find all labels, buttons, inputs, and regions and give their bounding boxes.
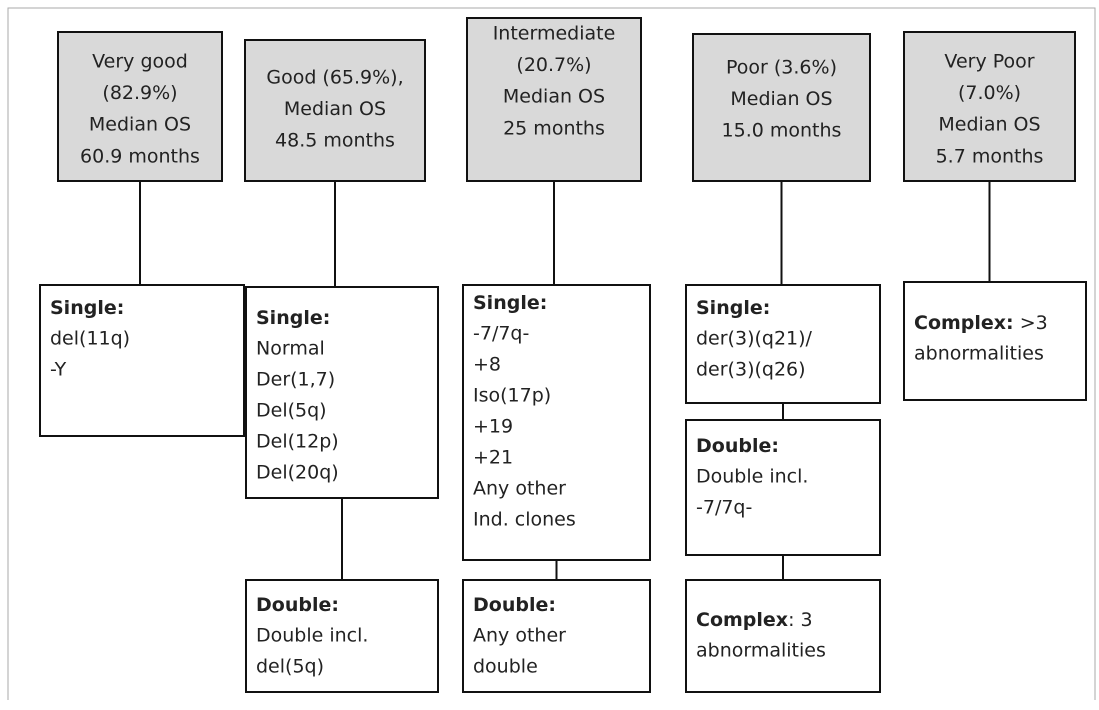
header-box <box>466 17 642 182</box>
label: Single: <box>473 292 547 314</box>
label: Double: <box>696 435 779 457</box>
header-text: Poor (3.6%) <box>726 57 837 79</box>
label: Double: <box>256 594 339 616</box>
box-item: +21 <box>473 447 513 469</box>
header-text: Median OS <box>89 114 191 136</box>
box-item: Any other <box>473 478 566 500</box>
header-text: 25 months <box>503 117 605 139</box>
box-item: abnormalities <box>696 640 826 662</box>
category-box <box>685 419 881 556</box>
category-box <box>39 284 245 437</box>
header-text: 48.5 months <box>275 130 395 152</box>
box-label: Double: <box>696 435 779 457</box>
header-text: Median OS <box>730 88 832 110</box>
box-item: Normal <box>256 338 325 360</box>
label: Single: <box>696 297 770 319</box>
label: Single: <box>256 307 330 329</box>
box-label: Double: <box>473 594 556 616</box>
category-box <box>685 284 881 404</box>
header-text: Very good <box>92 51 188 73</box>
label-inline: >3 <box>1014 312 1048 334</box>
header-text: 60.9 months <box>80 145 200 167</box>
header-text: Very Poor <box>944 51 1034 73</box>
box-item: -Y <box>50 359 67 381</box>
box-item: der(3)(q21)/ <box>696 328 813 350</box>
header-box <box>244 39 426 182</box>
box-item: -7/7q- <box>696 497 752 519</box>
label: Single: <box>50 297 124 319</box>
box-item: Double incl. <box>256 625 368 647</box>
header-text: (82.9%) <box>102 82 177 104</box>
category-box <box>685 579 881 693</box>
box-item: der(3)(q26) <box>696 359 806 381</box>
category-box <box>245 579 439 693</box>
category-box <box>245 286 439 499</box>
box-item: del(5q) <box>256 656 324 678</box>
label: Double: <box>473 594 556 616</box>
box-item: del(11q) <box>50 328 130 350</box>
box-label: Single: <box>696 297 770 319</box>
box-item: abnormalities <box>914 343 1044 365</box>
category-box <box>903 281 1087 401</box>
header-text: Median OS <box>938 114 1040 136</box>
category-box <box>462 579 651 693</box>
box-item: Del(5q) <box>256 400 327 422</box>
frame <box>7 7 1096 700</box>
box-item: Double incl. <box>696 466 808 488</box>
box-label: Single: <box>473 292 547 314</box>
header-text: 5.7 months <box>936 145 1044 167</box>
box-item: Del(12p) <box>256 431 339 453</box>
header-text: (7.0%) <box>958 82 1021 104</box>
box-label: Complex: 3 <box>696 609 813 631</box>
box-item: Any other <box>473 625 566 647</box>
box-item: +8 <box>473 354 501 376</box>
label-inline: : 3 <box>788 609 813 631</box>
box-label: Single: <box>50 297 124 319</box>
header-box <box>903 31 1076 182</box>
header-text: Median OS <box>284 98 386 120</box>
category-box <box>462 284 651 561</box>
header-text: Median OS <box>503 86 605 108</box>
header-text: Good (65.9%), <box>266 67 403 89</box>
box-item: double <box>473 656 538 678</box>
header-text: (20.7%) <box>516 54 591 76</box>
box-item: Del(20q) <box>256 462 339 484</box>
box-item: -7/7q- <box>473 323 529 345</box>
label: Complex <box>696 609 788 631</box>
box-label: Single: <box>256 307 330 329</box>
header-text: 15.0 months <box>722 120 842 142</box>
box-label: Complex: >3 <box>914 312 1048 334</box>
box-item: Iso(17p) <box>473 385 551 407</box>
box-item: Der(1,7) <box>256 369 335 391</box>
label: Complex: <box>914 312 1014 334</box>
box-item: Ind. clones <box>473 509 576 531</box>
box-item: +19 <box>473 416 513 438</box>
header-text: Intermediate <box>493 23 616 45</box>
box-label: Double: <box>256 594 339 616</box>
